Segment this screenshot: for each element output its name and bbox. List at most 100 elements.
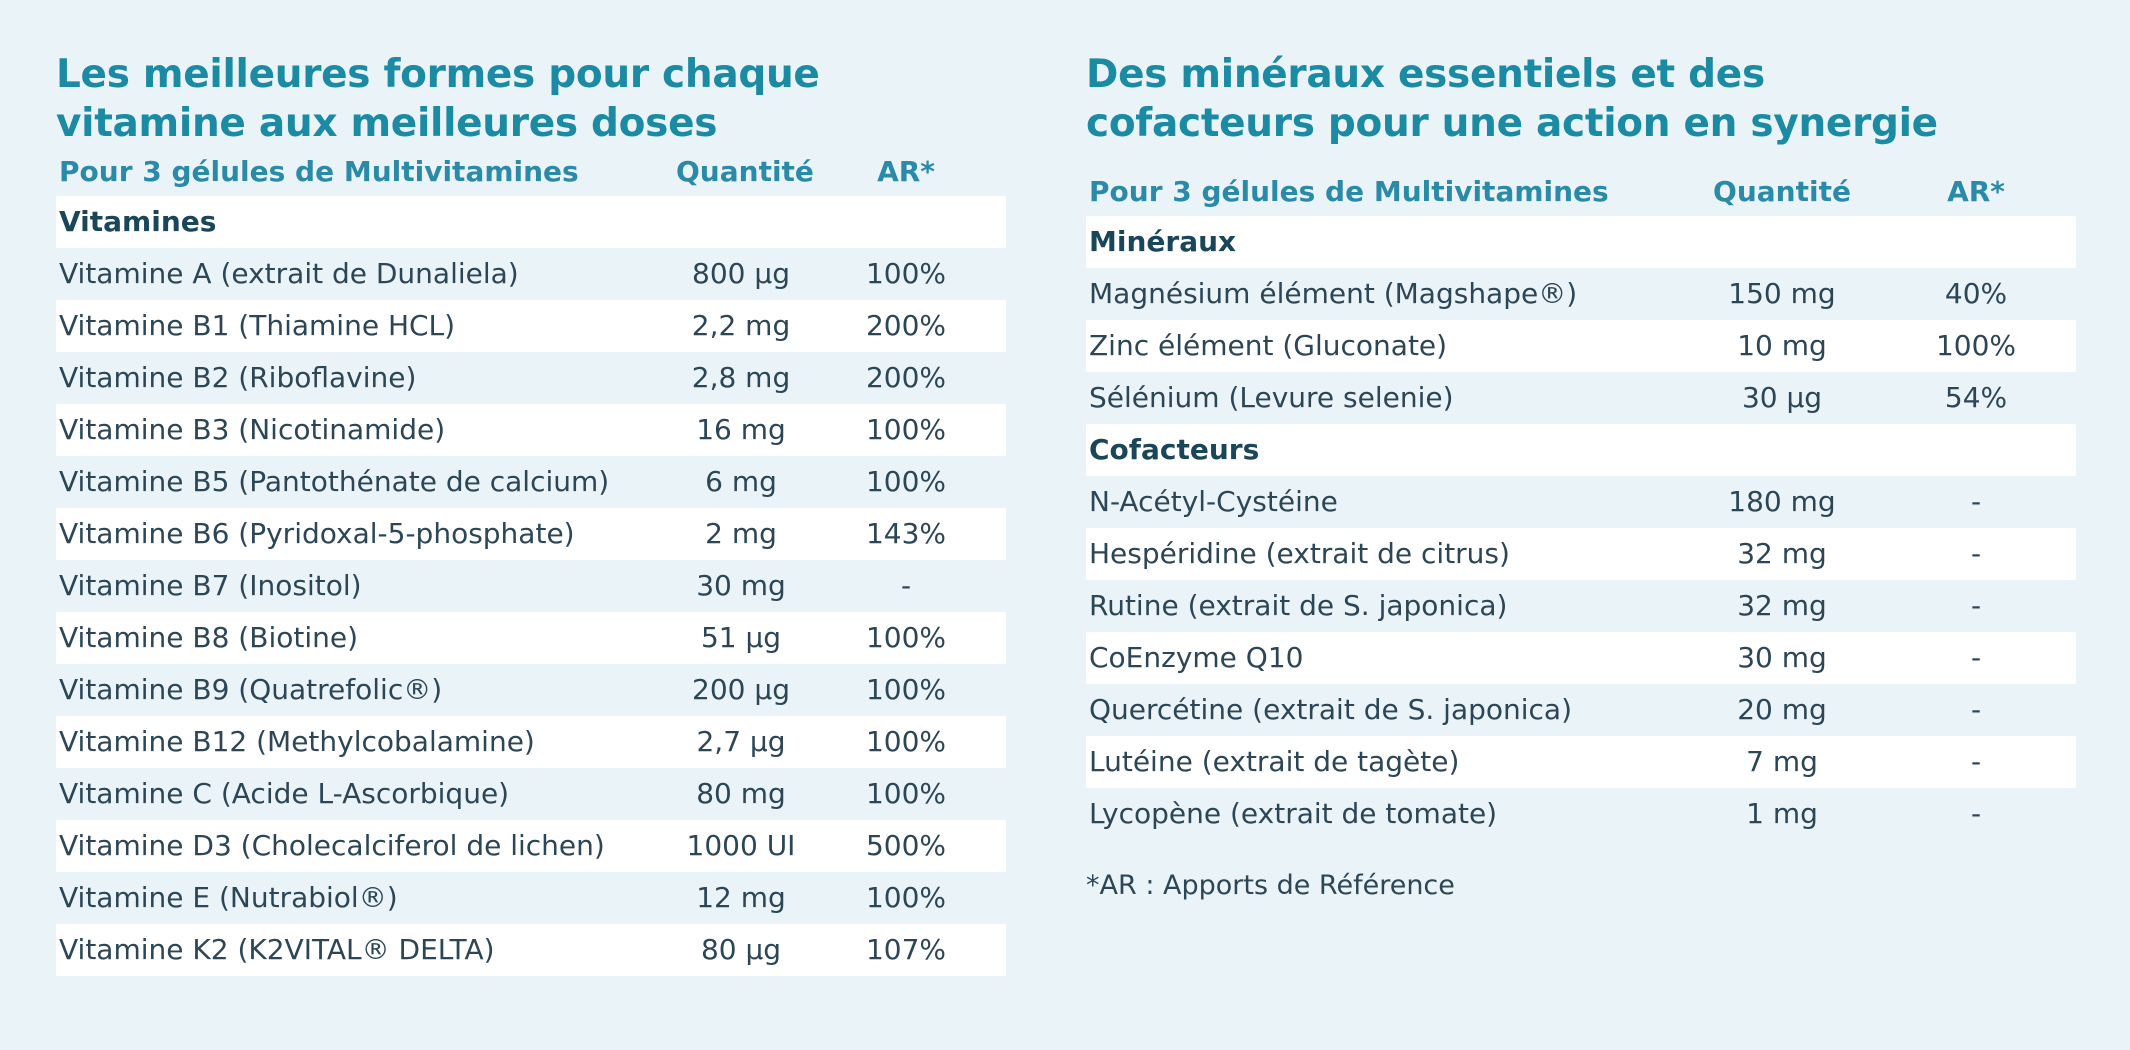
table-cell: 1 mg xyxy=(1746,797,1818,830)
table-cell: - xyxy=(1970,537,1982,570)
table-cell: Vitamine B1 (Thiamine HCL) xyxy=(59,309,456,342)
section-title: Vitamines xyxy=(59,205,217,238)
table-row: N-Acétyl-Cystéine 180 mg - xyxy=(1086,476,2076,528)
table-cell: 800 µg xyxy=(692,257,790,290)
table-cell: - xyxy=(1970,641,1982,674)
table-cell: 100% xyxy=(865,881,947,914)
table-row: Sélénium (Levure selenie) 30 µg 54% xyxy=(1086,372,2076,424)
table-row: Vitamine B5 (Pantothénate de calcium) 6 m… xyxy=(56,456,1006,508)
section-row: Vitamines xyxy=(56,196,1006,248)
table-cell: Lutéine (extrait de tagète) xyxy=(1089,745,1460,778)
table-cell: Sélénium (Levure selenie) xyxy=(1089,381,1454,414)
table-cell: Vitamine B8 (Biotine) xyxy=(59,621,359,654)
table-cell: 100% xyxy=(865,673,947,706)
table-cell: 1000 UI xyxy=(686,829,796,862)
table-cell: 51 µg xyxy=(700,621,782,654)
table-cell: Rutine (extrait de S. japonica) xyxy=(1089,589,1508,622)
table-cell: 6 mg xyxy=(705,465,777,498)
header-cell: Quantité xyxy=(676,155,814,188)
header-cell: Pour 3 gélules de Multivitamines xyxy=(59,155,579,188)
table-cell: 200% xyxy=(865,361,947,394)
table-cell: Vitamine B3 (Nicotinamide) xyxy=(59,413,446,446)
table-row: Rutine (extrait de S. japonica) 32 mg - xyxy=(1086,580,2076,632)
table-cell: 100% xyxy=(865,725,947,758)
table-cell: 40% xyxy=(1944,277,2008,310)
table-cell: - xyxy=(1970,797,1982,830)
table-cell: 32 mg xyxy=(1737,537,1827,570)
table-cell: 100% xyxy=(865,465,947,498)
table-row: Vitamine B9 (Quatrefolic®) 200 µg 100% xyxy=(56,664,1006,716)
table-cell: N-Acétyl-Cystéine xyxy=(1089,485,1338,518)
section-title: Minéraux xyxy=(1089,225,1237,258)
table-cell: 2 mg xyxy=(705,517,777,550)
table-cell: 100% xyxy=(865,413,947,446)
table-cell: 20 mg xyxy=(1737,693,1827,726)
table-row: Vitamine C (Acide L-Ascorbique) 80 mg 100% xyxy=(56,768,1006,820)
table-cell: Vitamine B5 (Pantothénate de calcium) xyxy=(59,465,610,498)
table-cell: 80 mg xyxy=(696,777,786,810)
table-cell: Lycopène (extrait de tomate) xyxy=(1089,797,1498,830)
table-cell: 30 µg xyxy=(1741,381,1823,414)
table-cell: Zinc élément (Gluconate) xyxy=(1089,329,1448,362)
table-cell: Vitamine B9 (Quatrefolic®) xyxy=(59,673,443,706)
right-panel: Des minéraux essentiels et des cofacteur… xyxy=(1086,50,2076,901)
table-cell: 80 µg xyxy=(700,933,782,966)
table-cell: Hespéridine (extrait de citrus) xyxy=(1089,537,1510,570)
table-cell: Vitamine K2 (K2VITAL® DELTA) xyxy=(59,933,495,966)
section-title: Cofacteurs xyxy=(1089,433,1260,466)
table-row: Vitamine B12 (Methylcobalamine) 2,7 µg 100… xyxy=(56,716,1006,768)
table-cell: 2,7 µg xyxy=(696,725,786,758)
table-cell: 32 mg xyxy=(1737,589,1827,622)
table-cell: Quercétine (extrait de S. japonica) xyxy=(1089,693,1573,726)
table-cell: 7 mg xyxy=(1746,745,1818,778)
table-cell: 12 mg xyxy=(696,881,786,914)
table-cell: Vitamine D3 (Cholecalciferol de lichen) xyxy=(59,829,605,862)
table-row: Vitamine E (Nutrabiol®) 12 mg 100% xyxy=(56,872,1006,924)
table-cell: - xyxy=(1970,485,1982,518)
table-cell: 150 mg xyxy=(1728,277,1836,310)
table-row: Lycopène (extrait de tomate) 1 mg - xyxy=(1086,788,2076,840)
table-row: Hespéridine (extrait de citrus) 32 mg - xyxy=(1086,528,2076,580)
header-row: Pour 3 gélules de Multivitamines Quantité… xyxy=(56,148,1006,196)
table-row: Vitamine K2 (K2VITAL® DELTA) 80 µg 107% xyxy=(56,924,1006,976)
table-cell: 180 mg xyxy=(1728,485,1836,518)
header-cell: AR* xyxy=(877,155,935,188)
table-cell: Vitamine B7 (Inositol) xyxy=(59,569,362,602)
table-cell: 200 µg xyxy=(692,673,790,706)
header-cell: Pour 3 gélules de Multivitamines xyxy=(1089,175,1609,208)
panel-title: Des minéraux essentiels et des cofacteur… xyxy=(1086,52,1938,146)
table-cell: 100% xyxy=(865,257,947,290)
table-cell: 16 mg xyxy=(696,413,786,446)
table-cell: 200% xyxy=(865,309,947,342)
table-cell: Vitamine B6 (Pyridoxal-5-phosphate) xyxy=(59,517,575,550)
table-cell: 100% xyxy=(1935,329,2017,362)
footnote: *AR : Apports de Référence xyxy=(1086,870,1455,901)
table-cell: 10 mg xyxy=(1737,329,1827,362)
table-cell: - xyxy=(1970,589,1982,622)
table-cell: 2,8 mg xyxy=(691,361,791,394)
table-cell: 500% xyxy=(865,829,947,862)
header-row: Pour 3 gélules de Multivitamines Quantité… xyxy=(1086,168,2076,216)
table-cell: - xyxy=(900,569,912,602)
table-row: Zinc élément (Gluconate) 10 mg 100% xyxy=(1086,320,2076,372)
table-row: Vitamine B3 (Nicotinamide) 16 mg 100% xyxy=(56,404,1006,456)
table-cell: - xyxy=(1970,745,1982,778)
table-cell: Vitamine E (Nutrabiol®) xyxy=(59,881,398,914)
table-cell: 30 mg xyxy=(1737,641,1827,674)
table-row: Vitamine A (extrait de Dunaliela) 800 µg 1… xyxy=(56,248,1006,300)
table-row: Lutéine (extrait de tagète) 7 mg - xyxy=(1086,736,2076,788)
table-cell: 143% xyxy=(865,517,947,550)
table-row: Quercétine (extrait de S. japonica) 20 mg… xyxy=(1086,684,2076,736)
table-row: Vitamine B1 (Thiamine HCL) 2,2 mg 200% xyxy=(56,300,1006,352)
table-cell: Vitamine B2 (Riboflavine) xyxy=(59,361,417,394)
header-cell: AR* xyxy=(1947,175,2005,208)
table-cell: CoEnzyme Q10 xyxy=(1089,641,1304,674)
table-cell: Vitamine C (Acide L-Ascorbique) xyxy=(59,777,510,810)
header-cell: Quantité xyxy=(1713,175,1851,208)
table-cell: Magnésium élément (Magshape®) xyxy=(1089,277,1578,310)
section-row: Cofacteurs xyxy=(1086,424,2076,476)
table-cell: - xyxy=(1970,693,1982,726)
table-cell: Vitamine B12 (Methylcobalamine) xyxy=(59,725,535,758)
table-row: Vitamine D3 (Cholecalciferol de lichen) 1… xyxy=(56,820,1006,872)
